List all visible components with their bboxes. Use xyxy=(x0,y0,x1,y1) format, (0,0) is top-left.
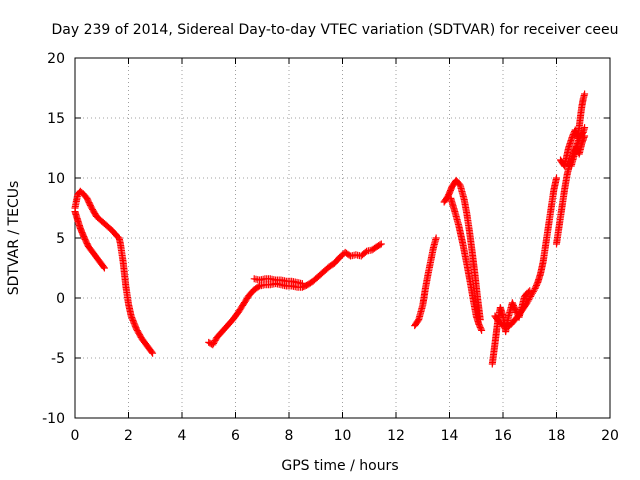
data-point xyxy=(478,326,486,334)
series-seg2 xyxy=(71,208,108,272)
x-tick-label: 20 xyxy=(601,428,619,444)
chart-title: Day 239 of 2014, Sidereal Day-to-day VTE… xyxy=(51,22,618,38)
x-axis-label: GPS time / hours xyxy=(281,458,398,474)
data-point-interp xyxy=(361,248,369,256)
series-seg9 xyxy=(491,174,560,331)
data-point-interp xyxy=(532,281,540,289)
series-seg3 xyxy=(205,240,385,349)
y-axis-label: SDTVAR / TECUs xyxy=(6,181,22,296)
data-point-interp xyxy=(376,241,384,249)
data-point-interp xyxy=(532,283,540,291)
x-tick-label: 6 xyxy=(231,428,240,444)
y-tick-label: 0 xyxy=(56,291,65,307)
data-point xyxy=(553,174,560,182)
y-tick-label: 15 xyxy=(47,111,65,127)
x-tick-label: 12 xyxy=(387,428,405,444)
series-seg12 xyxy=(567,132,589,170)
x-tick-label: 0 xyxy=(71,428,80,444)
data-point-interp xyxy=(530,286,538,294)
y-tick-label: -5 xyxy=(51,351,65,367)
data-point xyxy=(100,264,108,272)
series-seg5 xyxy=(411,234,440,330)
series-seg11 xyxy=(557,90,589,170)
grid xyxy=(75,58,610,418)
x-tick-label: 14 xyxy=(441,428,459,444)
x-tick-label: 2 xyxy=(124,428,133,444)
data-point xyxy=(475,320,483,328)
data-point xyxy=(432,234,440,242)
series-seg4 xyxy=(250,275,306,288)
data-point-interp xyxy=(477,325,485,333)
series-seg7 xyxy=(447,194,486,334)
y-tick-label: -10 xyxy=(42,411,65,427)
y-tick-label: 10 xyxy=(47,171,65,187)
data-points xyxy=(71,90,589,368)
x-tick-label: 16 xyxy=(494,428,512,444)
x-tick-label: 10 xyxy=(334,428,352,444)
data-point xyxy=(298,280,306,288)
data-point xyxy=(531,284,539,292)
data-point-interp xyxy=(476,322,484,330)
series-seg6 xyxy=(440,176,484,324)
data-point xyxy=(581,132,589,140)
axis-ticks: 0 2 4 6 8 10 12 14 16 18 20 -10 -5 0 5 10 15 20 xyxy=(42,51,619,444)
x-tick-label: 8 xyxy=(285,428,294,444)
data-point-interp xyxy=(254,283,262,291)
data-point xyxy=(377,240,385,248)
x-tick-label: 4 xyxy=(178,428,187,444)
y-tick-label: 20 xyxy=(47,51,65,67)
data-point-interp xyxy=(148,348,156,356)
y-tick-label: 5 xyxy=(56,231,65,247)
data-point-interp xyxy=(476,323,484,331)
series-seg1 xyxy=(71,187,157,357)
data-point xyxy=(149,349,157,357)
x-tick-label: 18 xyxy=(548,428,566,444)
data-point xyxy=(581,90,589,98)
data-point-interp xyxy=(100,263,108,271)
